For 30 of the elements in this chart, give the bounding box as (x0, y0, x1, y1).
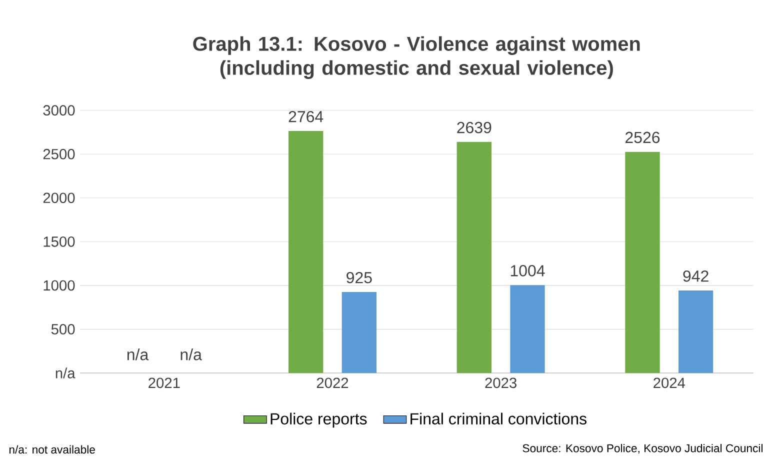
y-tick-label: 1500 (44, 236, 75, 247)
legend-label: Final criminal convictions (410, 412, 586, 424)
data-label: 2639 (457, 122, 492, 134)
data-label: 942 (683, 270, 708, 282)
bar (288, 130, 324, 373)
bar (342, 292, 377, 373)
chart-title: Graph 13.1: Kosovo - Violence against women (including domestic and sexual violence) (193, 36, 640, 79)
y-tick-label: 500 (51, 324, 75, 334)
text: n/a (180, 348, 202, 360)
y-tick-label: 2000 (43, 192, 75, 204)
data-label: 925 (346, 272, 372, 284)
data-label: 2764 (288, 110, 324, 122)
data-label: 1004 (510, 265, 545, 276)
y-tick-label: 1000 (44, 280, 75, 291)
bar (456, 142, 492, 373)
x-tick-label: 2022 (316, 378, 348, 388)
data-label: 2526 (625, 132, 660, 144)
x-tick-label: 2021 (148, 378, 180, 388)
bar (678, 290, 714, 373)
text: n/a: not available (9, 445, 95, 454)
bar (510, 285, 545, 373)
source-note: Source: Kosovo Police, Kosovo Judicial Council (522, 444, 762, 454)
y-tick-label: n/a (56, 368, 76, 378)
y-tick-label: 2500 (43, 148, 75, 160)
bar (625, 152, 660, 373)
text: n/a (127, 348, 149, 360)
x-tick-label: 2023 (485, 378, 516, 388)
x-tick-label: 2024 (654, 378, 686, 388)
legend-label: Police reports (270, 412, 367, 428)
y-tick-label: 3000 (43, 105, 75, 116)
